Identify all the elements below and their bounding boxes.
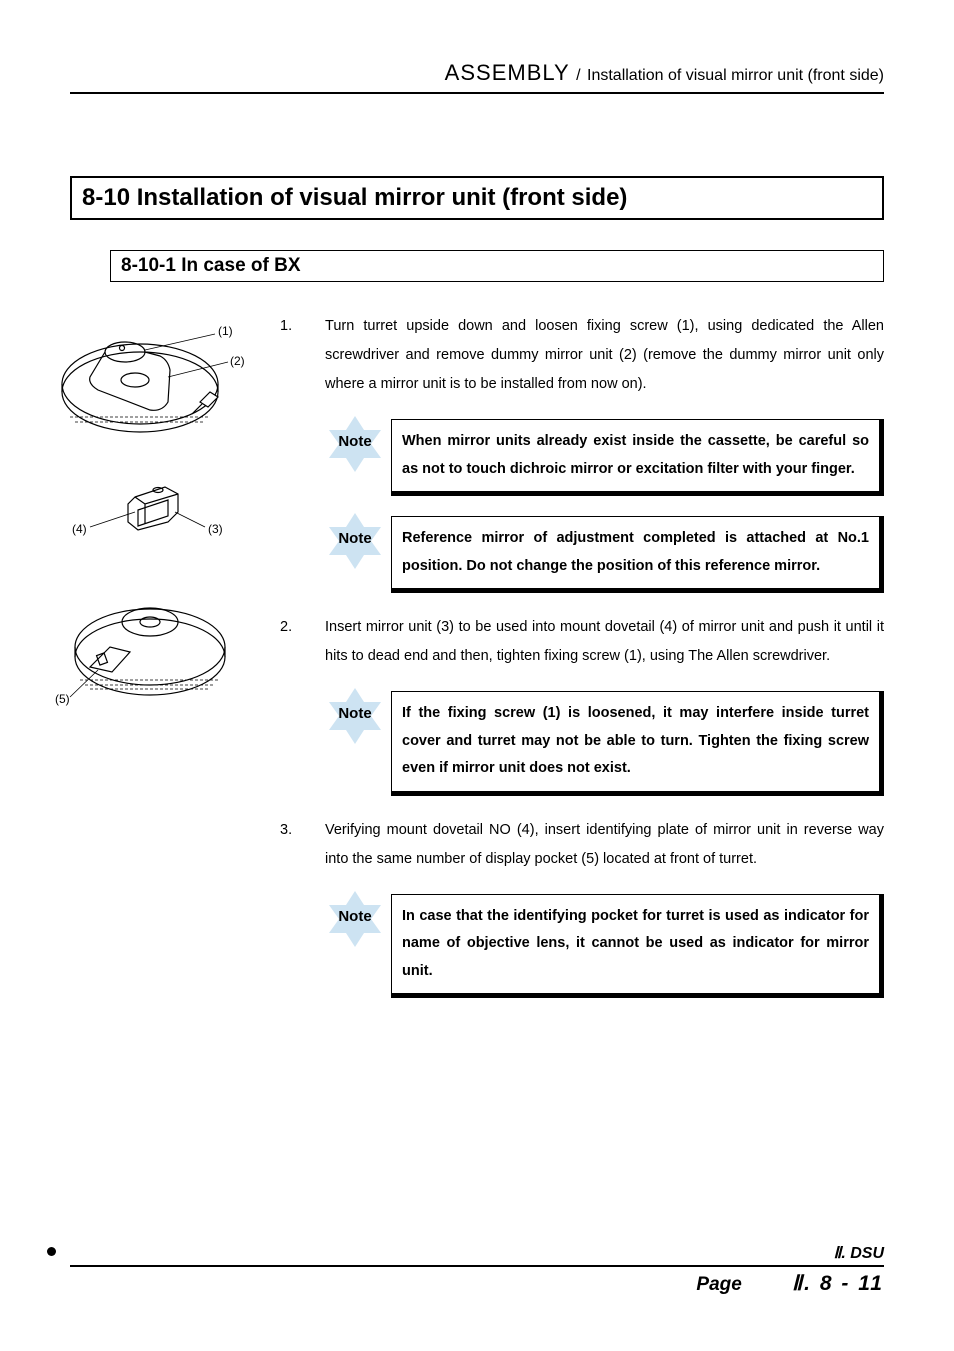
section-title: 8-10 Installation of visual mirror unit … bbox=[70, 176, 884, 220]
note-badge-icon: Note bbox=[325, 691, 385, 741]
note-badge-icon: Note bbox=[325, 516, 385, 566]
step-1-text: Turn turret upside down and loosen fixin… bbox=[325, 312, 884, 399]
note-badge-icon: Note bbox=[325, 419, 385, 469]
page-footer: Ⅱ. DSU Page Ⅱ. 8 - 11 bbox=[70, 1243, 884, 1296]
note-label: Note bbox=[325, 530, 385, 547]
subsection-title: 8-10-1 In case of BX bbox=[110, 250, 884, 282]
note-4: Note In case that the identifying pocket… bbox=[325, 894, 884, 999]
section-title-text: Installation of visual mirror unit (fron… bbox=[137, 184, 628, 211]
figure-turret-bottom: (5) bbox=[50, 572, 250, 712]
callout-4: (4) bbox=[72, 522, 87, 536]
note-4-text: In case that the identifying pocket for … bbox=[391, 894, 884, 999]
section-number: 8-10 bbox=[82, 184, 130, 211]
step-2: 2. Insert mirror unit (3) to be used int… bbox=[280, 613, 884, 671]
steps-column: 1. Turn turret upside down and loosen fi… bbox=[250, 312, 884, 1018]
note-badge-icon: Note bbox=[325, 894, 385, 944]
footer-doc: Ⅱ. DSU bbox=[70, 1243, 884, 1263]
note-2-text: Reference mirror of adjustment completed… bbox=[391, 516, 884, 593]
step-2-num: 2. bbox=[280, 613, 325, 671]
header-spacer bbox=[70, 96, 884, 176]
figure-turret-top: (1) (2) bbox=[50, 322, 250, 452]
page-header: ASSEMBLY / Installation of visual mirror… bbox=[70, 60, 884, 94]
note-2: Note Reference mirror of adjustment comp… bbox=[325, 516, 884, 593]
note-3: Note If the fixing screw (1) is loosened… bbox=[325, 691, 884, 796]
note-1-text: When mirror units already exist inside t… bbox=[391, 419, 884, 496]
note-label: Note bbox=[325, 433, 385, 450]
step-3: 3. Verifying mount dovetail NO (4), inse… bbox=[280, 816, 884, 874]
header-sep: / bbox=[572, 67, 585, 84]
note-1: Note When mirror units already exist ins… bbox=[325, 419, 884, 496]
step-3-num: 3. bbox=[280, 816, 325, 874]
header-sub: Installation of visual mirror unit (fron… bbox=[587, 67, 884, 84]
callout-3: (3) bbox=[208, 522, 223, 536]
step-2-text: Insert mirror unit (3) to be used into m… bbox=[325, 613, 884, 671]
callout-1: (1) bbox=[218, 324, 233, 338]
figure-mirror-unit: (4) (3) bbox=[50, 482, 250, 542]
callout-2: (2) bbox=[230, 354, 245, 368]
callout-5: (5) bbox=[55, 692, 70, 706]
note-3-text: If the fixing screw (1) is loosened, it … bbox=[391, 691, 884, 796]
footer-page-number: Ⅱ. 8 - 11 bbox=[792, 1271, 884, 1296]
step-1: 1. Turn turret upside down and loosen fi… bbox=[280, 312, 884, 399]
step-1-num: 1. bbox=[280, 312, 325, 399]
subsection-title-text: In case of BX bbox=[181, 255, 300, 276]
note-label: Note bbox=[325, 705, 385, 722]
step-3-text: Verifying mount dovetail NO (4), insert … bbox=[325, 816, 884, 874]
binding-hole-icon bbox=[47, 1247, 56, 1256]
header-main: ASSEMBLY bbox=[445, 60, 570, 85]
subsection-number: 8-10-1 bbox=[121, 255, 176, 276]
footer-page-label: Page bbox=[696, 1274, 741, 1296]
note-label: Note bbox=[325, 908, 385, 925]
figure-column: (1) (2) (4) (3) bbox=[50, 312, 250, 1018]
